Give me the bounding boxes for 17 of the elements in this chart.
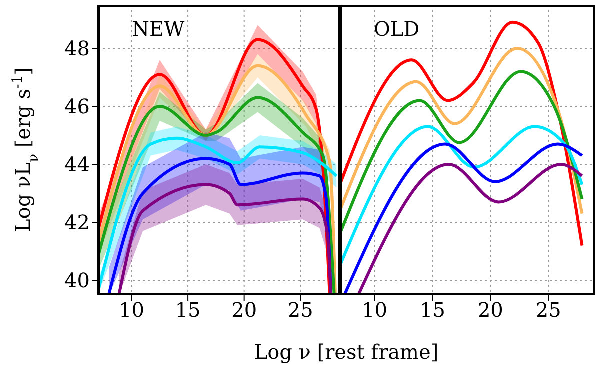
text: NEW: [132, 17, 185, 41]
x-tick-label: 10: [119, 298, 144, 322]
line-series: [118, 183, 332, 295]
x-tick-label: 10: [362, 298, 388, 322]
y-tick-label: 42: [64, 210, 90, 235]
x-tick-label: 20: [478, 298, 504, 322]
y-tick-label: 44: [64, 152, 90, 177]
text: OLD: [374, 17, 420, 41]
x-tick-label: 15: [175, 298, 201, 322]
x-tick-label: 20: [232, 298, 258, 322]
x-tick-label: 15: [420, 298, 446, 322]
y-tick-label: 46: [64, 94, 90, 119]
y-tick-label: 40: [64, 268, 90, 293]
x-tick-label: 25: [288, 298, 314, 322]
x-tick-label: 25: [536, 298, 562, 322]
y-tick-label: 48: [64, 36, 90, 61]
x-axis-title: Log ν [rest frame]: [253, 340, 440, 364]
